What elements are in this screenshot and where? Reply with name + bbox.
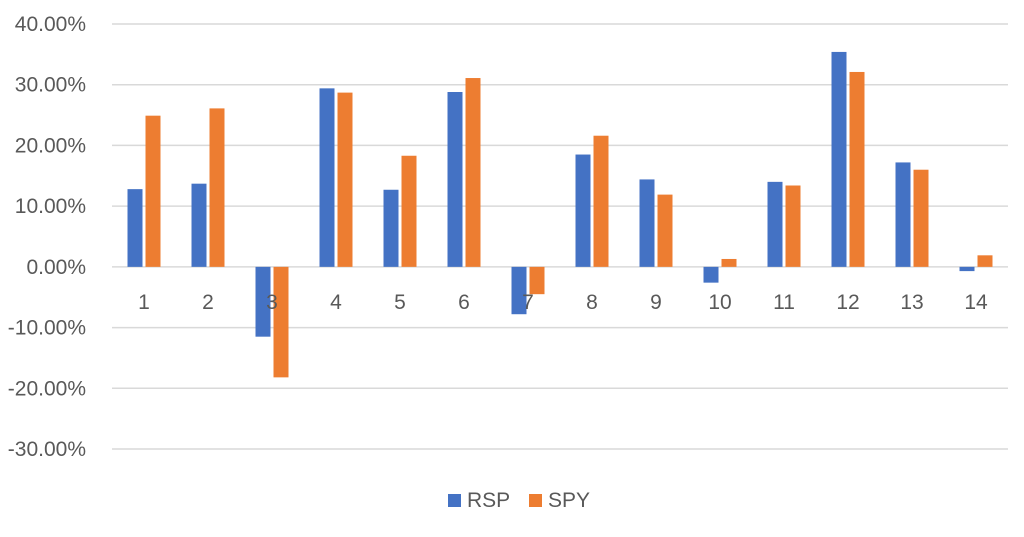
- x-category-label: 3: [266, 291, 278, 314]
- legend-swatch-spy: [529, 494, 542, 507]
- bar-spy-9: [657, 194, 673, 267]
- bar-rsp-6: [447, 92, 463, 267]
- bar-rsp-7: [511, 266, 527, 315]
- legend-swatch-rsp: [448, 494, 461, 507]
- y-tick-label: 20.00%: [15, 134, 86, 157]
- bar-rsp-8: [575, 154, 591, 267]
- x-axis-category-labels: 1 2 3 4 5 6 7 8 9 10 11 12 13 14: [138, 291, 988, 314]
- x-category-label: 10: [708, 291, 731, 314]
- bar-spy-7: [529, 266, 545, 295]
- x-category-label: 12: [836, 291, 859, 314]
- bar-spy-13: [913, 169, 929, 267]
- x-category-label: 5: [394, 291, 406, 314]
- x-category-label: 6: [458, 291, 470, 314]
- x-category-label: 14: [964, 291, 988, 314]
- y-tick-label: -20.00%: [8, 377, 86, 400]
- x-category-label: 8: [586, 291, 598, 314]
- bar-spy-14: [977, 255, 993, 267]
- y-tick-label: 30.00%: [15, 74, 86, 97]
- bar-spy-11: [785, 185, 801, 267]
- legend: RSP SPY: [448, 489, 590, 512]
- x-category-label: 4: [330, 291, 342, 314]
- x-category-label: 13: [900, 291, 923, 314]
- x-category-label: 1: [138, 291, 150, 314]
- bar-rsp-1: [127, 189, 143, 267]
- bar-spy-6: [465, 78, 481, 267]
- x-category-label: 9: [650, 291, 662, 314]
- bar-spy-8: [593, 135, 609, 267]
- bars: [127, 51, 993, 378]
- gridlines: [112, 23, 1008, 450]
- bar-rsp-2: [191, 183, 207, 267]
- bar-spy-10: [721, 258, 737, 267]
- bar-rsp-14: [959, 266, 975, 272]
- y-axis-tick-labels: 40.00% 30.00% 20.00% 10.00% 0.00% -10.00% -20.…: [8, 13, 86, 461]
- x-category-label: 7: [522, 291, 534, 314]
- x-category-label: 2: [202, 291, 214, 314]
- y-tick-label: 0.00%: [26, 256, 86, 279]
- bar-spy-5: [401, 155, 417, 267]
- y-tick-label: -30.00%: [8, 438, 86, 461]
- bar-rsp-3: [255, 266, 271, 337]
- bar-rsp-5: [383, 189, 399, 267]
- bar-spy-2: [209, 108, 225, 267]
- legend-label-spy: SPY: [548, 489, 590, 512]
- bar-rsp-4: [319, 88, 335, 267]
- bar-rsp-13: [895, 162, 911, 267]
- legend-label-rsp: RSP: [467, 489, 510, 512]
- x-category-label: 11: [773, 291, 795, 314]
- bar-rsp-11: [767, 181, 783, 267]
- bar-rsp-10: [703, 266, 719, 283]
- y-tick-label: 10.00%: [15, 195, 86, 218]
- y-tick-label: 40.00%: [15, 13, 86, 36]
- bar-spy-12: [849, 71, 865, 267]
- bar-spy-3: [273, 266, 289, 378]
- bar-rsp-9: [639, 179, 655, 267]
- bar-spy-4: [337, 92, 353, 267]
- bar-spy-1: [145, 115, 161, 267]
- y-tick-label: -10.00%: [8, 317, 86, 340]
- bar-rsp-12: [831, 51, 847, 267]
